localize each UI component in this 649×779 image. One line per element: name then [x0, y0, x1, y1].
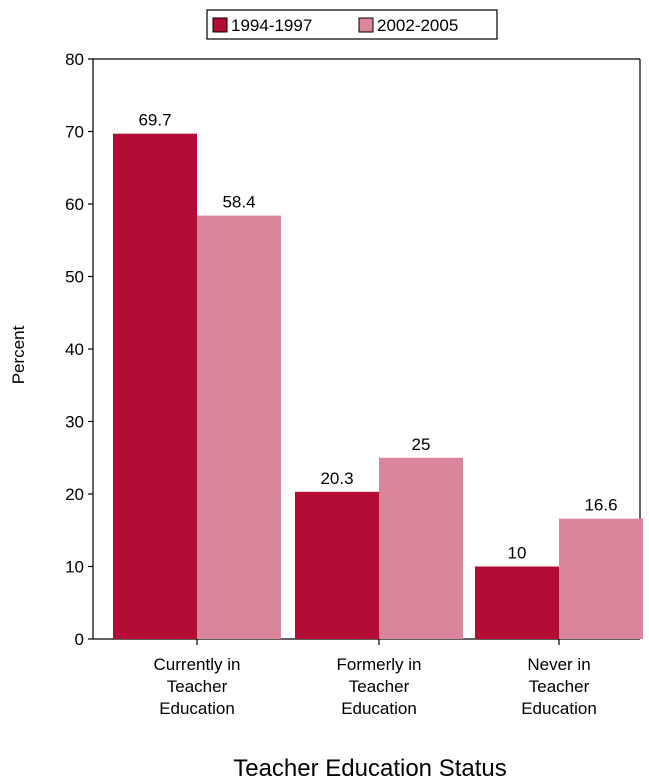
x-tick-label: Formerly in Teacher Education [336, 655, 421, 718]
data-label: 58.4 [222, 193, 255, 212]
bar [559, 518, 643, 639]
y-tick-label: 0 [75, 630, 84, 649]
data-label: 16.6 [584, 496, 617, 515]
y-axis-label: Percent [9, 325, 28, 384]
x-axis-label: Teacher Education Status [233, 755, 507, 779]
data-label: 25 [412, 435, 431, 454]
y-tick-label: 50 [65, 268, 84, 287]
y-tick-label: 40 [65, 340, 84, 359]
y-tick-label: 20 [65, 485, 84, 504]
bar [379, 457, 463, 639]
legend-label: 2002-2005 [377, 16, 458, 35]
data-label: 69.7 [138, 111, 171, 130]
data-label: 20.3 [320, 469, 353, 488]
y-tick-label: 80 [65, 50, 84, 69]
legend-box [206, 9, 498, 40]
legend-swatch [212, 17, 228, 33]
legend: 1994-1997 2002-2005 [206, 9, 498, 40]
plot-area: 0 10 20 30 40 50 60 70 80 69.7 20.3 10 58.4 25 16.6 Cur… [65, 50, 643, 718]
x-tick-label: Never in Teacher Education [521, 655, 597, 718]
legend-swatch [358, 17, 374, 33]
y-tick-label: 30 [65, 413, 84, 432]
y-tick-label: 10 [65, 558, 84, 577]
bar [197, 215, 281, 639]
bar [295, 491, 379, 639]
bar [113, 133, 197, 640]
bar [475, 566, 559, 639]
legend-label: 1994-1997 [231, 16, 312, 35]
y-tick-label: 60 [65, 195, 84, 214]
y-tick-label: 70 [65, 123, 84, 142]
data-label: 10 [508, 544, 527, 563]
x-tick-label: Currently in Teacher Education [154, 655, 241, 718]
